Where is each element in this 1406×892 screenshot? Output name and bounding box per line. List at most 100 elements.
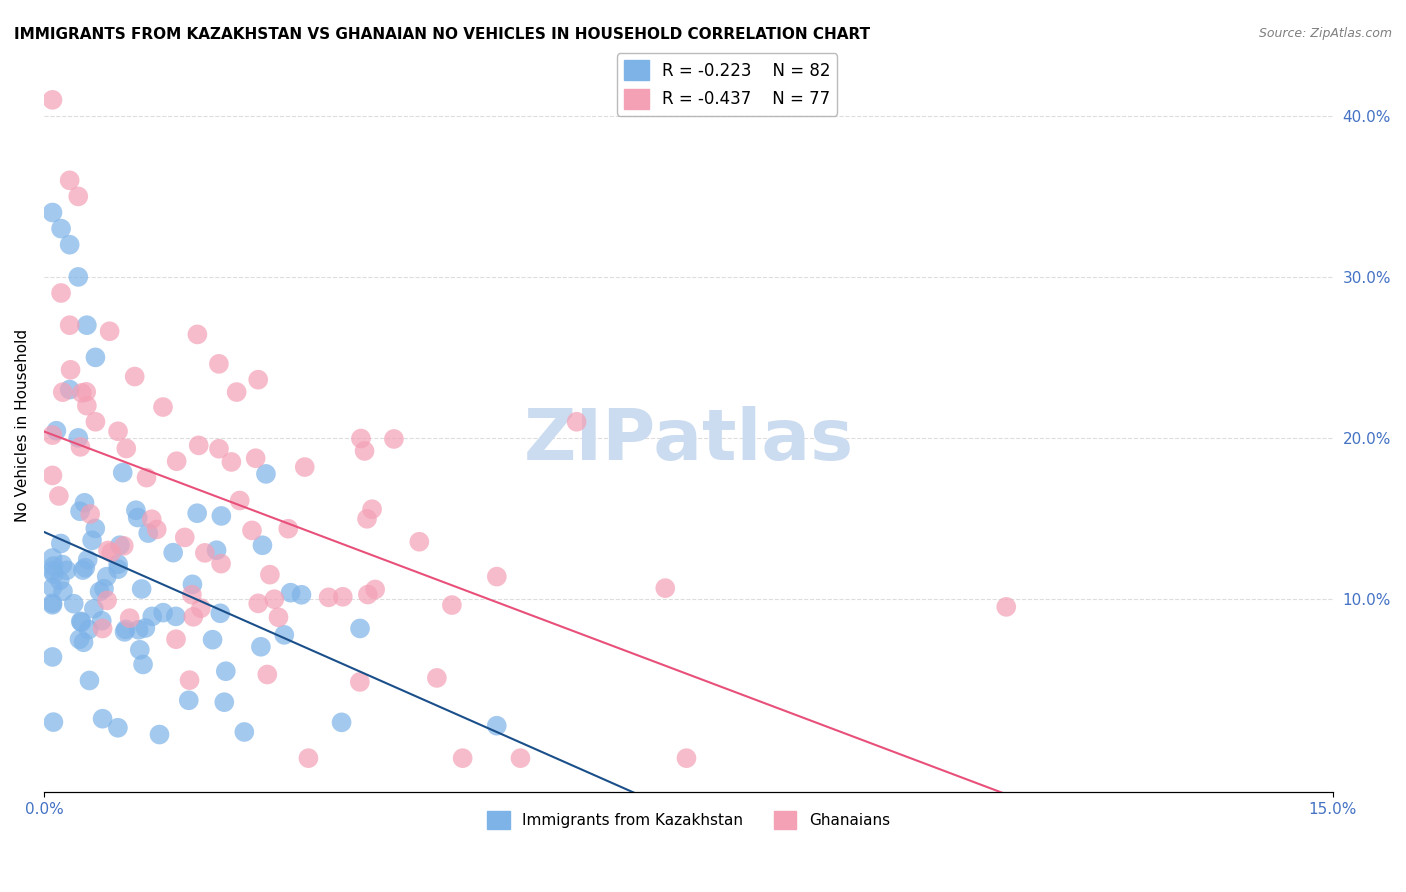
- Ghanaians: [107, 425, 129, 439]
- Immigrants from Kazakhstan: [41, 581, 63, 595]
- Ghanaians: [208, 442, 231, 456]
- Ghanaians: [263, 592, 285, 607]
- Ghanaians: [256, 667, 278, 681]
- Ghanaians: [247, 373, 270, 387]
- Immigrants from Kazakhstan: [165, 609, 187, 624]
- Immigrants from Kazakhstan: [72, 635, 94, 649]
- Ghanaians: [259, 567, 281, 582]
- Text: ZIPatlas: ZIPatlas: [523, 406, 853, 475]
- Ghanaians: [675, 751, 697, 765]
- Immigrants from Kazakhstan: [107, 721, 129, 735]
- Ghanaians: [180, 588, 202, 602]
- Ghanaians: [353, 444, 375, 458]
- Ghanaians: [294, 460, 316, 475]
- Ghanaians: [194, 546, 217, 560]
- Ghanaians: [41, 428, 63, 442]
- Immigrants from Kazakhstan: [108, 538, 131, 552]
- Ghanaians: [118, 611, 141, 625]
- Ghanaians: [245, 451, 267, 466]
- Ghanaians: [183, 609, 205, 624]
- Ghanaians: [209, 557, 232, 571]
- Immigrants from Kazakhstan: [89, 584, 111, 599]
- Immigrants from Kazakhstan: [107, 562, 129, 576]
- Immigrants from Kazakhstan: [96, 569, 118, 583]
- Ghanaians: [240, 524, 263, 538]
- Immigrants from Kazakhstan: [290, 588, 312, 602]
- Immigrants from Kazakhstan: [131, 582, 153, 596]
- Immigrants from Kazakhstan: [330, 715, 353, 730]
- Immigrants from Kazakhstan: [254, 467, 277, 481]
- Immigrants from Kazakhstan: [41, 564, 63, 578]
- Ghanaians: [208, 357, 231, 371]
- Immigrants from Kazakhstan: [72, 563, 94, 577]
- Immigrants from Kazakhstan: [128, 642, 150, 657]
- Immigrants from Kazakhstan: [205, 543, 228, 558]
- Ghanaians: [115, 442, 138, 456]
- Immigrants from Kazakhstan: [273, 628, 295, 642]
- Ghanaians: [509, 751, 531, 765]
- Immigrants from Kazakhstan: [90, 614, 112, 628]
- Ghanaians: [75, 384, 97, 399]
- Immigrants from Kazakhstan: [186, 506, 208, 520]
- Immigrants from Kazakhstan: [41, 596, 63, 610]
- Ghanaians: [166, 454, 188, 468]
- Ghanaians: [41, 468, 63, 483]
- Ghanaians: [187, 438, 209, 452]
- Ghanaians: [52, 385, 75, 400]
- Ghanaians: [59, 363, 82, 377]
- Ghanaians: [356, 512, 378, 526]
- Ghanaians: [67, 189, 90, 203]
- Ghanaians: [59, 173, 82, 187]
- Ghanaians: [100, 545, 122, 559]
- Immigrants from Kazakhstan: [349, 622, 371, 636]
- Ghanaians: [165, 632, 187, 647]
- Immigrants from Kazakhstan: [209, 607, 232, 621]
- Immigrants from Kazakhstan: [134, 621, 156, 635]
- Immigrants from Kazakhstan: [42, 567, 65, 582]
- Ghanaians: [426, 671, 449, 685]
- Ghanaians: [173, 530, 195, 544]
- Y-axis label: No Vehicles in Household: No Vehicles in Household: [15, 329, 30, 523]
- Immigrants from Kazakhstan: [80, 533, 103, 548]
- Immigrants from Kazakhstan: [233, 725, 256, 739]
- Immigrants from Kazakhstan: [125, 503, 148, 517]
- Immigrants from Kazakhstan: [83, 601, 105, 615]
- Ghanaians: [364, 582, 387, 597]
- Immigrants from Kazakhstan: [70, 615, 93, 629]
- Immigrants from Kazakhstan: [252, 538, 274, 552]
- Immigrants from Kazakhstan: [67, 431, 90, 445]
- Immigrants from Kazakhstan: [84, 351, 107, 365]
- Immigrants from Kazakhstan: [76, 552, 98, 566]
- Ghanaians: [349, 675, 371, 690]
- Ghanaians: [135, 470, 157, 484]
- Ghanaians: [350, 432, 373, 446]
- Ghanaians: [995, 599, 1018, 614]
- Ghanaians: [565, 415, 588, 429]
- Ghanaians: [49, 285, 72, 300]
- Immigrants from Kazakhstan: [162, 546, 184, 560]
- Immigrants from Kazakhstan: [136, 526, 159, 541]
- Immigrants from Kazakhstan: [215, 664, 238, 678]
- Immigrants from Kazakhstan: [114, 624, 136, 639]
- Ghanaians: [485, 569, 508, 583]
- Immigrants from Kazakhstan: [49, 221, 72, 235]
- Ghanaians: [297, 751, 319, 765]
- Immigrants from Kazakhstan: [132, 657, 155, 672]
- Ghanaians: [186, 327, 208, 342]
- Immigrants from Kazakhstan: [485, 719, 508, 733]
- Ghanaians: [654, 581, 676, 595]
- Ghanaians: [440, 598, 463, 612]
- Immigrants from Kazakhstan: [62, 597, 84, 611]
- Ghanaians: [112, 539, 135, 553]
- Ghanaians: [96, 593, 118, 607]
- Legend: Immigrants from Kazakhstan, Ghanaians: Immigrants from Kazakhstan, Ghanaians: [481, 805, 896, 836]
- Ghanaians: [97, 543, 120, 558]
- Ghanaians: [247, 596, 270, 610]
- Immigrants from Kazakhstan: [114, 623, 136, 637]
- Ghanaians: [228, 493, 250, 508]
- Immigrants from Kazakhstan: [250, 640, 273, 654]
- Immigrants from Kazakhstan: [280, 585, 302, 599]
- Ghanaians: [141, 512, 163, 526]
- Immigrants from Kazakhstan: [141, 609, 163, 624]
- Ghanaians: [451, 751, 474, 765]
